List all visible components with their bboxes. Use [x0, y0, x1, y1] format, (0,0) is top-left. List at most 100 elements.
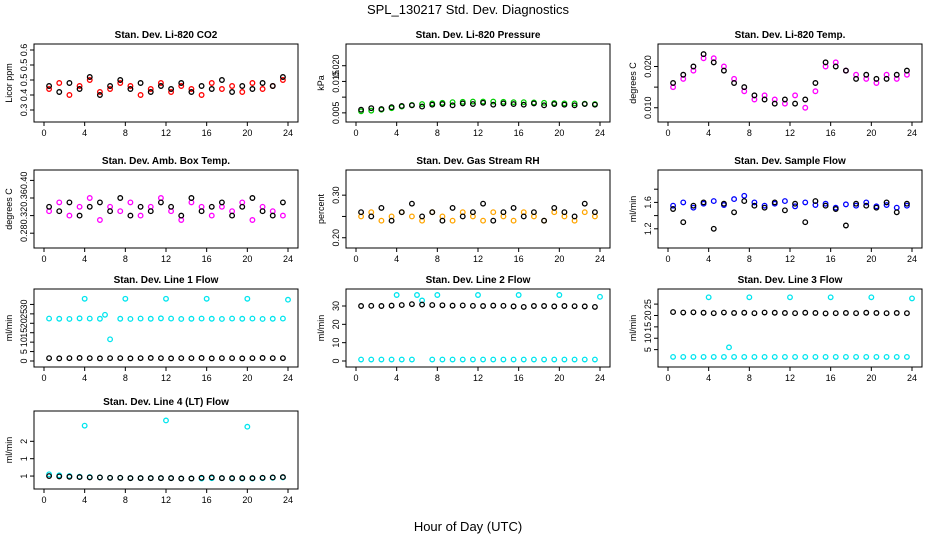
data-point [741, 353, 748, 360]
data-point [700, 51, 707, 58]
data-point [117, 77, 124, 83]
data-point [117, 208, 124, 215]
data-point [510, 204, 517, 211]
data-point [398, 102, 405, 109]
data-point [490, 209, 497, 216]
x-tick-label: 20 [554, 128, 564, 138]
data-point [868, 294, 875, 301]
series-2 [46, 74, 286, 98]
series-2 [358, 200, 598, 224]
x-tick-label: 16 [202, 254, 212, 264]
data-point [117, 315, 124, 322]
data-point [378, 303, 385, 309]
data-point [597, 293, 603, 300]
x-tick-label: 12 [473, 254, 483, 264]
data-point [690, 202, 697, 209]
y-axis-label: ml/min [628, 196, 638, 223]
data-point [832, 353, 839, 360]
data-point [188, 315, 195, 322]
x-tick-label: 16 [514, 373, 524, 383]
data-point [269, 315, 276, 322]
data-point [581, 303, 588, 310]
data-point [117, 195, 124, 201]
series-1 [46, 417, 286, 482]
x-tick-label: 24 [595, 254, 605, 264]
data-point [127, 315, 134, 322]
data-point [147, 208, 154, 215]
x-tick-label: 24 [907, 373, 917, 383]
panel-title: Stan. Dev. Li-820 CO2 [115, 30, 218, 41]
x-tick-label: 4 [394, 373, 399, 383]
data-point [731, 353, 738, 360]
data-point [96, 355, 103, 362]
data-point [863, 71, 870, 78]
data-point [792, 310, 799, 317]
data-point [680, 219, 687, 226]
series-2 [358, 301, 598, 310]
x-tick-label: 8 [435, 373, 440, 383]
data-point [581, 356, 588, 363]
data-point [56, 355, 63, 362]
x-tick-label: 8 [123, 373, 128, 383]
data-point [741, 309, 748, 316]
data-point [86, 355, 93, 362]
x-tick-label: 12 [473, 128, 483, 138]
data-point [408, 301, 415, 308]
data-point [398, 302, 405, 309]
panel-title: Stan. Dev. Line 3 Flow [738, 275, 843, 286]
data-point [157, 199, 164, 206]
data-point [81, 422, 88, 429]
y-axis-label: ml/min [316, 315, 326, 342]
series-1 [46, 295, 291, 343]
data-point [459, 302, 466, 309]
data-point [822, 59, 829, 66]
data-point [137, 475, 144, 482]
data-point [249, 195, 256, 201]
data-point [469, 209, 476, 216]
data-point [726, 344, 732, 351]
plot-frame [33, 169, 299, 249]
data-point [218, 475, 225, 482]
data-point [591, 356, 598, 363]
x-tick-label: 8 [123, 495, 128, 505]
x-tick-label: 4 [706, 128, 711, 138]
data-point [903, 353, 910, 360]
data-point [893, 204, 900, 211]
data-point [690, 204, 697, 211]
y-tick-label: 0.28 [19, 224, 29, 242]
data-point [168, 203, 175, 210]
data-point [822, 353, 829, 360]
data-point [812, 88, 819, 95]
data-point [218, 199, 225, 206]
y-tick-label: 20 [643, 310, 653, 320]
data-point [107, 83, 114, 89]
data-point [107, 355, 114, 362]
y-axis-label: Licor ppm [4, 63, 14, 103]
data-point [178, 315, 185, 322]
x-tick-label: 24 [283, 373, 293, 383]
y-tick-label: 1 [19, 474, 29, 479]
data-point [459, 356, 466, 363]
data-point [168, 315, 175, 322]
data-point [178, 83, 185, 89]
x-tick-label: 16 [514, 128, 524, 138]
data-point [741, 192, 748, 199]
x-tick-label: 12 [161, 254, 171, 264]
panel-title: Stan. Dev. Li-820 Pressure [416, 30, 541, 41]
data-point [66, 355, 73, 362]
data-point [117, 80, 124, 86]
data-point [541, 356, 548, 363]
series-1 [46, 195, 286, 223]
panel-4: Stan. Dev. Amb. Box Temp. 0 4 8 12 16 20 24 0.28… [4, 156, 299, 264]
x-tick-label: 0 [41, 254, 46, 264]
data-point [198, 83, 205, 89]
data-point [218, 86, 225, 92]
data-point [249, 80, 256, 86]
data-point [46, 203, 53, 210]
data-point [449, 204, 456, 211]
x-tick-label: 12 [161, 495, 171, 505]
data-point [520, 213, 527, 220]
data-point [581, 200, 588, 207]
